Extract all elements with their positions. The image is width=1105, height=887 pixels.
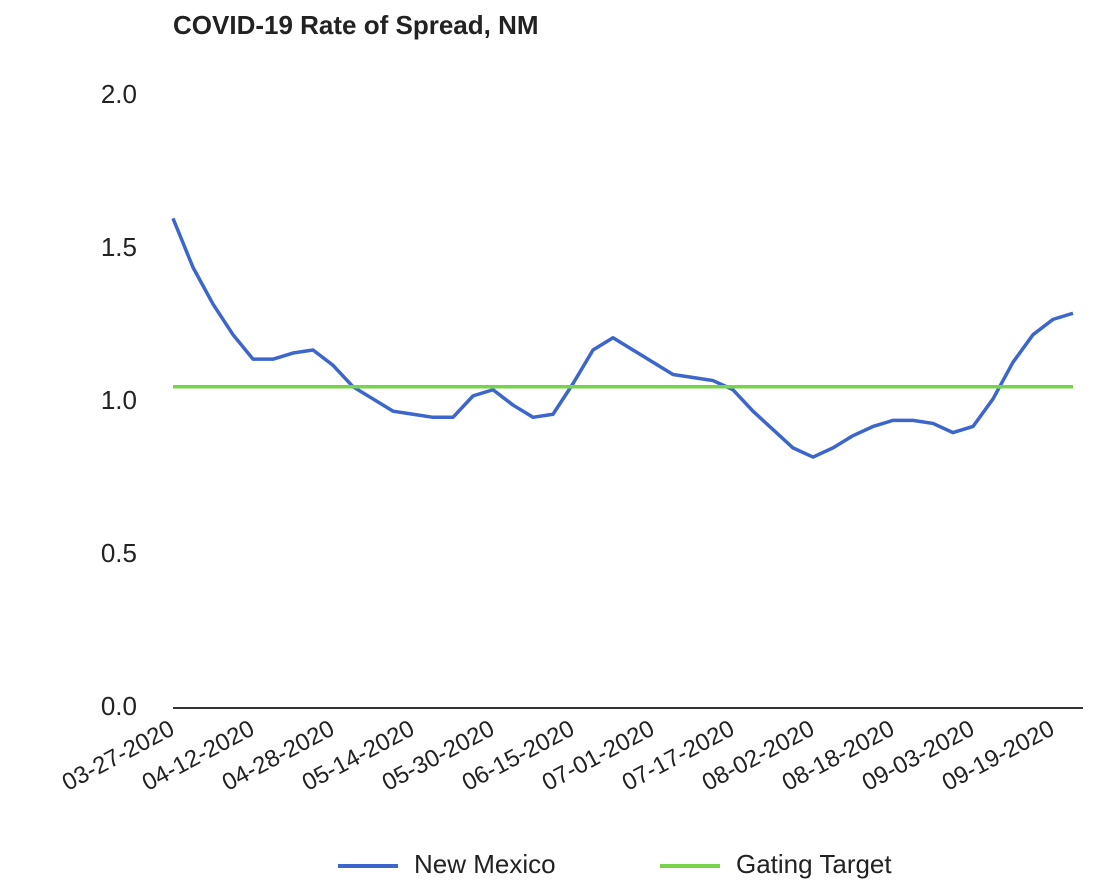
y-tick-label: 1.5 <box>101 232 137 262</box>
legend-label: New Mexico <box>414 849 556 879</box>
y-tick-label: 1.0 <box>101 385 137 415</box>
chart-title: COVID-19 Rate of Spread, NM <box>173 10 539 40</box>
y-tick-label: 2.0 <box>101 79 137 109</box>
y-tick-label: 0.5 <box>101 538 137 568</box>
y-tick-label: 0.0 <box>101 691 137 721</box>
series-line <box>171 217 1074 459</box>
legend-label: Gating Target <box>736 849 892 879</box>
